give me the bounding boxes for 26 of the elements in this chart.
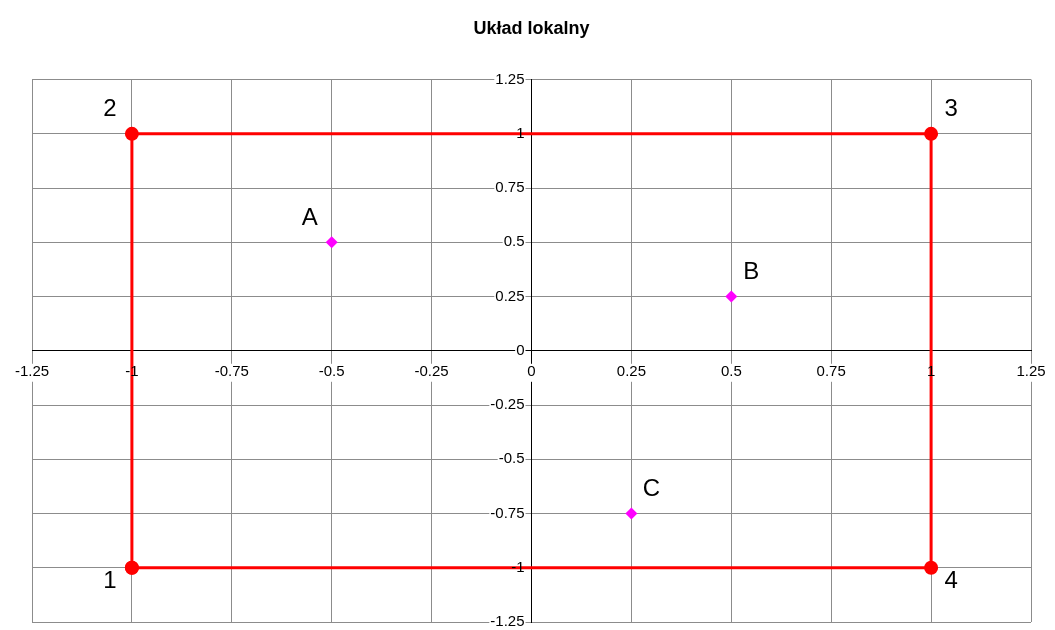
x-tick-label: 0.75 [816,362,846,380]
y-tick-label: -0.75 [490,503,525,521]
annotation: C [642,474,661,502]
y-tick-label: 0.75 [495,178,525,196]
y-tick-label: 0 [516,340,525,358]
annotation: 4 [944,566,958,594]
x-tick-label: -0.75 [214,362,249,380]
x-tick-label: 0.5 [720,362,742,380]
y-tick-label: -0.25 [490,395,525,413]
annotation: 2 [103,94,117,122]
x-tick-label: 0 [527,362,536,380]
annotation: A [301,202,318,230]
x-tick-label: -1.25 [14,362,50,380]
x-tick-label: -0.5 [318,362,345,380]
y-tick-label: 0.5 [503,232,525,250]
annotation: 3 [944,94,958,122]
y-tick-label: -1.25 [490,612,525,630]
x-tick-label: -0.25 [414,362,449,380]
y-tick-label: -0.5 [498,449,525,467]
x-tick-label: 1.25 [1016,362,1046,380]
x-tick-label: 0.25 [616,362,646,380]
y-tick-label: 0.25 [495,286,525,304]
annotation: B [743,257,760,285]
y-tick-label: 1.25 [495,69,525,87]
chart-title: Układ lokalny [473,17,590,38]
annotation: 1 [103,566,117,594]
